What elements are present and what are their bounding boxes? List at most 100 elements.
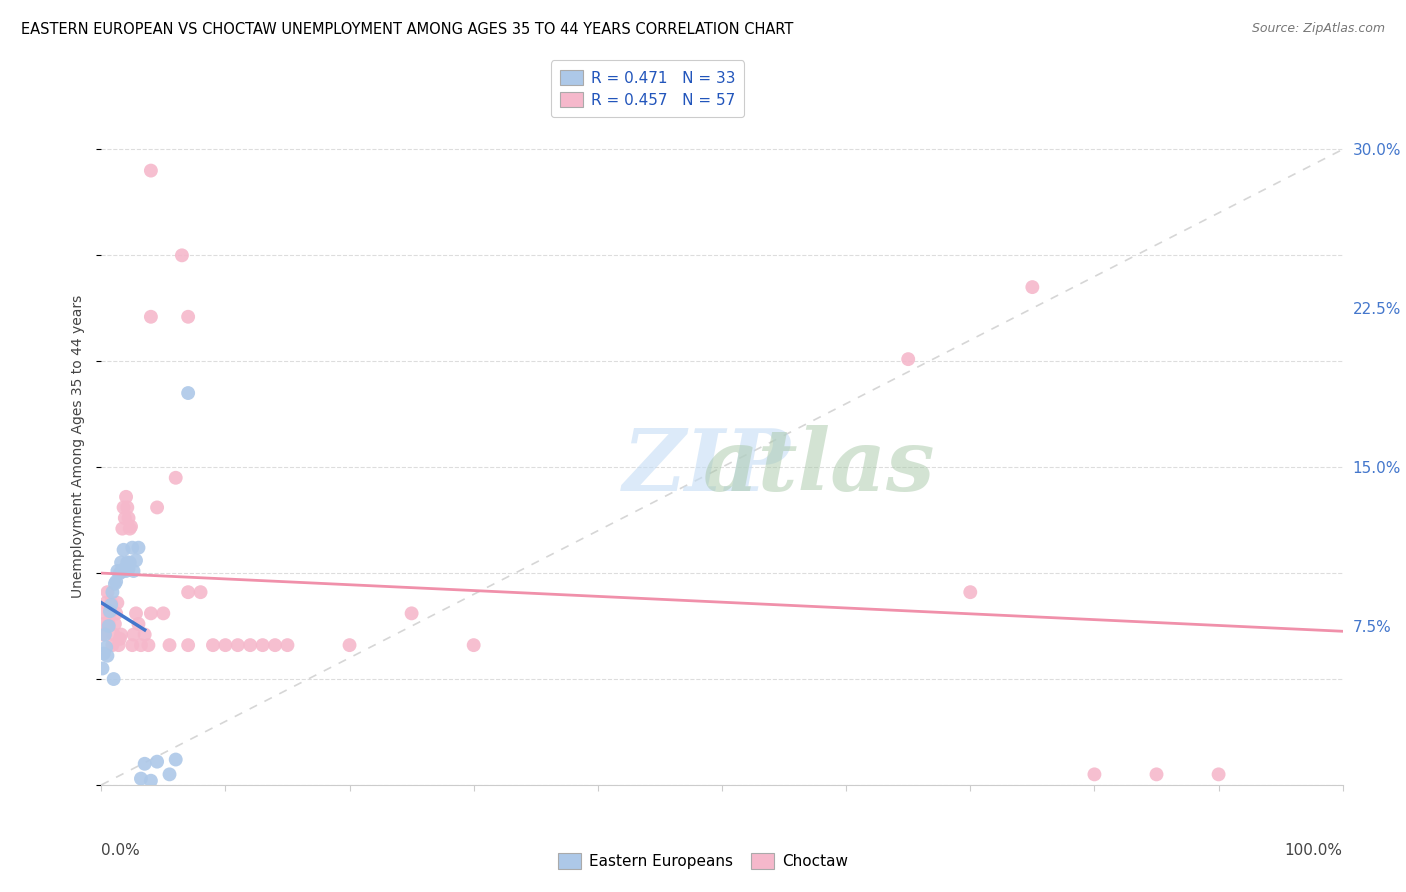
Point — [103, 672, 125, 686]
Point — [104, 617, 127, 632]
Y-axis label: Unemployment Among Ages 35 to 44 years: Unemployment Among Ages 35 to 44 years — [72, 294, 86, 598]
Point — [114, 562, 136, 576]
Point — [121, 541, 143, 555]
Legend: Eastern Europeans, Choctaw: Eastern Europeans, Choctaw — [553, 847, 853, 875]
Point — [146, 755, 169, 769]
Point — [96, 648, 118, 663]
Point — [165, 471, 187, 485]
Point — [93, 647, 115, 661]
Point — [129, 772, 152, 786]
Point — [1146, 767, 1168, 781]
Point — [1083, 767, 1105, 781]
Point — [139, 607, 162, 621]
Point — [96, 596, 118, 610]
Point — [159, 638, 181, 652]
Point — [96, 585, 118, 599]
Point — [120, 519, 142, 533]
Point — [129, 638, 152, 652]
Point — [138, 638, 160, 652]
Point — [117, 500, 139, 515]
Point — [214, 638, 236, 652]
Text: 0.0%: 0.0% — [101, 843, 141, 858]
Point — [339, 638, 361, 652]
Point — [170, 248, 193, 262]
Point — [117, 556, 139, 570]
Point — [111, 564, 134, 578]
Point — [134, 627, 156, 641]
Point — [1208, 767, 1230, 781]
Point — [117, 511, 139, 525]
Point — [94, 607, 117, 621]
Point — [239, 638, 262, 652]
Point — [177, 386, 200, 401]
Point — [105, 596, 128, 610]
Point — [118, 522, 141, 536]
Point — [959, 585, 981, 599]
Point — [134, 756, 156, 771]
Point — [100, 596, 122, 610]
Point — [108, 566, 131, 581]
Point — [125, 553, 148, 567]
Point — [107, 638, 129, 652]
Point — [139, 163, 162, 178]
Point — [110, 556, 132, 570]
Point — [111, 522, 134, 536]
Point — [252, 638, 274, 652]
Point — [159, 767, 181, 781]
Point — [91, 627, 114, 641]
Point — [152, 607, 174, 621]
Point — [1021, 280, 1043, 294]
Point — [264, 638, 287, 652]
Point — [114, 511, 136, 525]
Point — [98, 607, 121, 621]
Point — [177, 638, 200, 652]
Point — [112, 500, 135, 515]
Point — [100, 598, 122, 612]
Point — [118, 556, 141, 570]
Point — [105, 564, 128, 578]
Text: Source: ZipAtlas.com: Source: ZipAtlas.com — [1251, 22, 1385, 36]
Point — [177, 585, 200, 599]
Point — [125, 607, 148, 621]
Point — [98, 604, 121, 618]
Point — [110, 627, 132, 641]
Point — [91, 661, 114, 675]
Legend: R = 0.471   N = 33, R = 0.457   N = 57: R = 0.471 N = 33, R = 0.457 N = 57 — [551, 61, 744, 117]
Point — [122, 627, 145, 641]
Point — [108, 632, 131, 646]
Point — [117, 562, 139, 576]
Point — [463, 638, 485, 652]
Point — [96, 640, 118, 655]
Point — [177, 310, 200, 324]
Point — [122, 564, 145, 578]
Point — [112, 542, 135, 557]
Point — [190, 585, 212, 599]
Point — [115, 490, 138, 504]
Point — [139, 773, 162, 788]
Point — [897, 352, 920, 367]
Text: atlas: atlas — [703, 425, 936, 508]
Point — [93, 617, 115, 632]
Point — [94, 627, 117, 641]
Point — [127, 541, 149, 555]
Point — [104, 576, 127, 591]
Point — [401, 607, 423, 621]
Point — [139, 310, 162, 324]
Point — [105, 607, 128, 621]
Text: EASTERN EUROPEAN VS CHOCTAW UNEMPLOYMENT AMONG AGES 35 TO 44 YEARS CORRELATION C: EASTERN EUROPEAN VS CHOCTAW UNEMPLOYMENT… — [21, 22, 793, 37]
Point — [127, 617, 149, 632]
Point — [97, 619, 120, 633]
Point — [115, 564, 138, 578]
Point — [201, 638, 224, 652]
Point — [101, 638, 124, 652]
Point — [101, 585, 124, 599]
Point — [276, 638, 298, 652]
Point — [121, 638, 143, 652]
Point — [146, 500, 169, 515]
Point — [103, 627, 125, 641]
Text: ZIP: ZIP — [623, 425, 790, 508]
Text: 100.0%: 100.0% — [1285, 843, 1343, 858]
Point — [165, 753, 187, 767]
Point — [226, 638, 249, 652]
Point — [105, 574, 128, 589]
